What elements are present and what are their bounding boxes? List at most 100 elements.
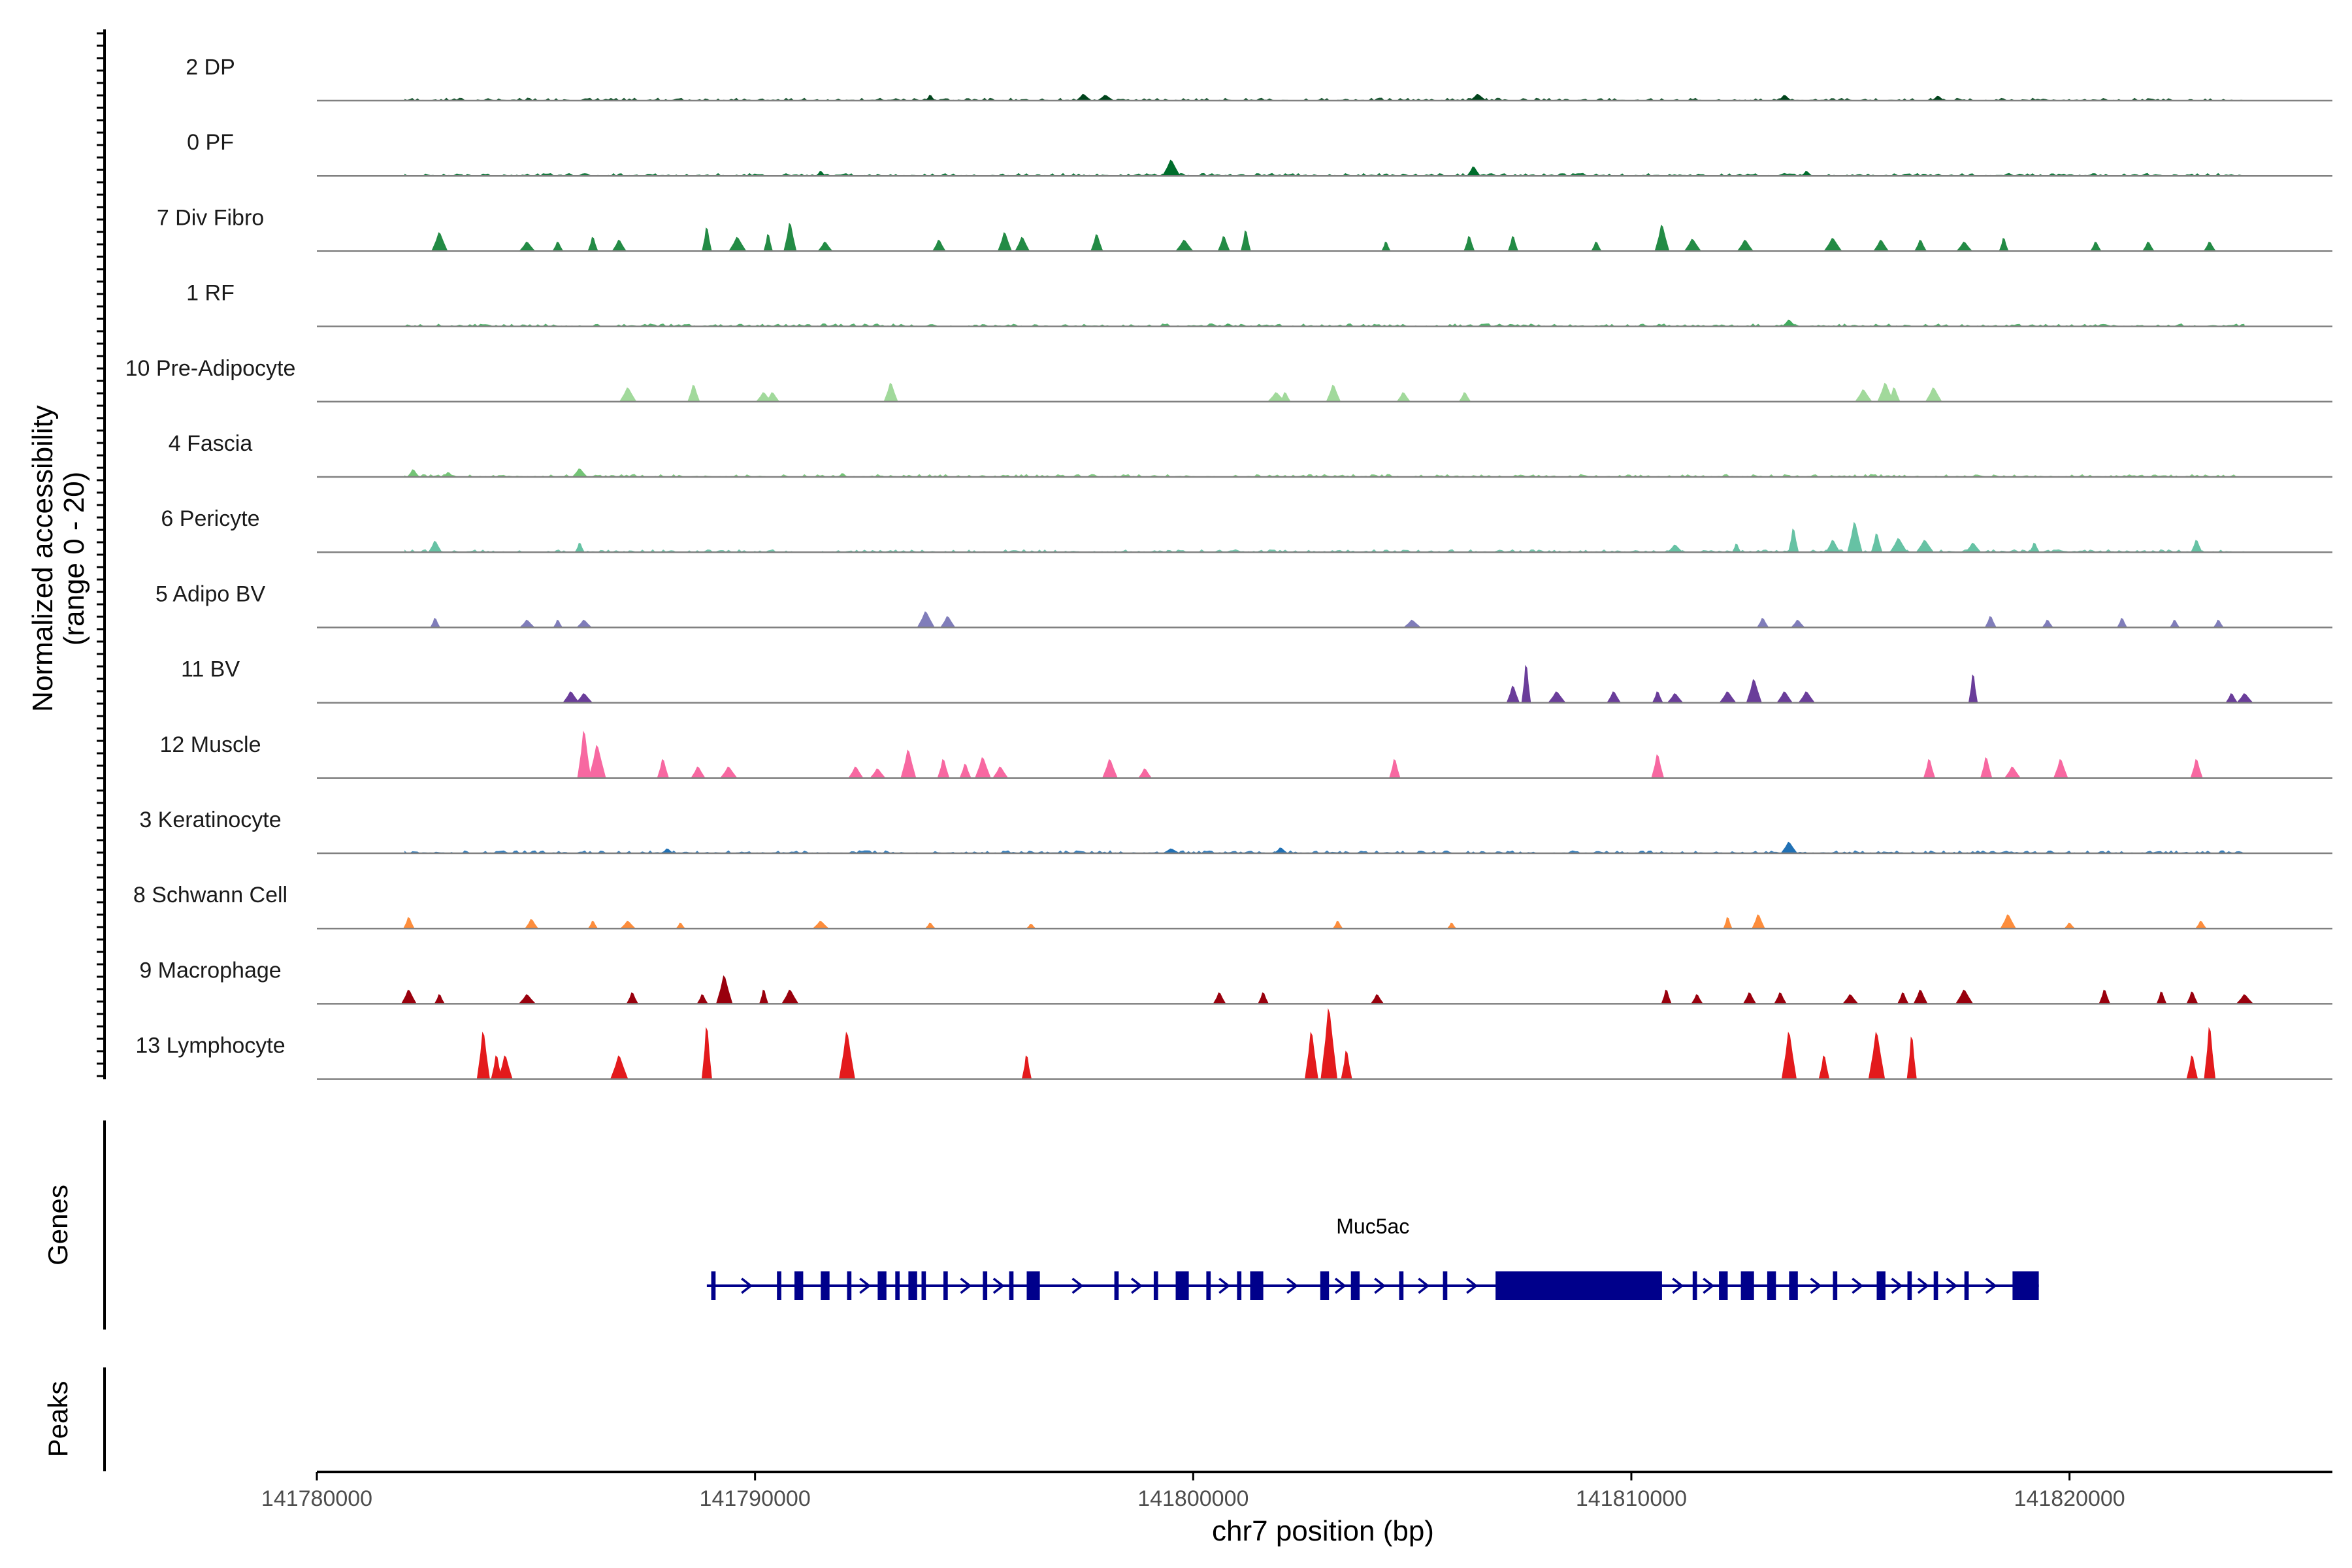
track-peak [1923,759,1936,778]
gene-exon [777,1271,781,1300]
track-peak [1463,236,1475,252]
track-peak [2004,766,2021,778]
gene-exon [821,1271,830,1300]
track-peak [1818,1055,1830,1079]
track-peak [676,923,685,929]
track-peak [1873,240,1889,252]
gene-exon [1237,1271,1242,1300]
track-peak [691,766,706,778]
track-5-adipo-bv: 5 Adipo BV [155,581,2332,629]
track-peak [937,759,950,778]
track-peak [2236,994,2254,1004]
y-axis-title-line-1: Normalized accessibility [27,405,59,711]
track-peak [1855,389,1872,402]
track-peak [1877,382,1894,402]
track-label: 5 Adipo BV [155,581,266,606]
track-peak [1825,540,1840,553]
track-label: 4 Fascia [169,431,253,456]
track-label: 2 DP [186,55,235,80]
gene-exon [895,1271,900,1300]
x-axis-tick-label: 141780000 [261,1486,372,1511]
track-peak [1607,691,1621,703]
track-peak [1798,691,1815,703]
gene-strand-arrow [741,1277,753,1294]
gene-strand-arrow [992,1277,1005,1294]
track-label: 6 Pericyte [161,506,259,531]
x-axis-tick-label: 141800000 [1137,1486,1249,1511]
gene-strand-arrow [1703,1277,1715,1294]
track-peak [1916,540,1935,553]
track-peak [1782,319,1797,327]
track-peak [1075,93,1092,101]
gene-exon [1876,1271,1886,1300]
track-peak [1684,238,1701,252]
x-axis-title: chr7 position (bp) [1212,1515,1434,1547]
track-peak [1667,544,1684,553]
track-peak [553,619,563,628]
track-peak [2099,989,2110,1004]
track-peak [476,1032,490,1079]
gene-strand-arrow [960,1277,972,1294]
track-peak [940,616,956,628]
track-peak [839,1032,855,1079]
gene-strand-arrow [1946,1277,1958,1294]
track-peak [1458,392,1471,402]
track-peak [925,95,936,101]
track-peak [1138,768,1152,778]
x-axis-tick-label: 141790000 [700,1486,811,1511]
track-peak [2090,241,2102,252]
track-label: 0 PF [187,130,234,155]
gene-exon [1114,1271,1119,1300]
track-peak [1240,230,1251,252]
track-peak [1548,691,1566,703]
track-peak [900,749,917,778]
track-peak [2190,759,2203,778]
track-peak [1661,989,1672,1004]
track-peak [812,921,829,929]
track-peak [1691,994,1703,1004]
track-peak [1213,992,1226,1004]
track-peak [1591,241,1602,252]
track-peak [1906,1036,1917,1079]
track-peak [817,241,833,252]
track-peak [720,766,738,778]
track-7-div-fibro: 7 Div Fibro [157,205,2332,252]
track-peak [997,232,1012,252]
track-peak [428,540,442,553]
track-peak [1776,691,1793,703]
track-peak [1102,759,1118,778]
track-13-lymphocyte: 13 Lymphocyte [135,1007,2332,1080]
gene-exon [1789,1271,1798,1300]
track-peak [728,237,747,252]
track-label: 9 Macrophage [139,958,281,983]
track-3-keratinocyte: 3 Keratinocyte [139,808,2332,855]
track-peak [2225,693,2238,703]
track-peak [430,617,440,628]
track-peak [763,234,773,252]
coverage-y-axis [97,29,106,1079]
track-peak [1466,166,1481,176]
track-peak [498,1055,513,1079]
gene-strand-arrow [1891,1277,1903,1294]
track-peak [1667,693,1684,703]
gene-exon [1740,1271,1754,1300]
track-peak [1267,392,1286,402]
gene-exon [1206,1271,1211,1300]
track-peak [518,994,536,1004]
track-peak [434,994,445,1004]
track-peak [2186,1055,2198,1079]
coverage-axis-ticks [97,32,105,1077]
track-peak [1913,989,1928,1004]
track-peak [1096,95,1115,101]
gene-exon [711,1271,716,1300]
track-peak [783,222,797,252]
track-peak [525,919,539,929]
track-peak [406,469,420,477]
track-peak [975,757,991,778]
gene-strand-arrow [1071,1277,1084,1294]
track-peak [765,392,780,402]
track-peak [1723,917,1733,929]
track-peak [716,975,733,1004]
